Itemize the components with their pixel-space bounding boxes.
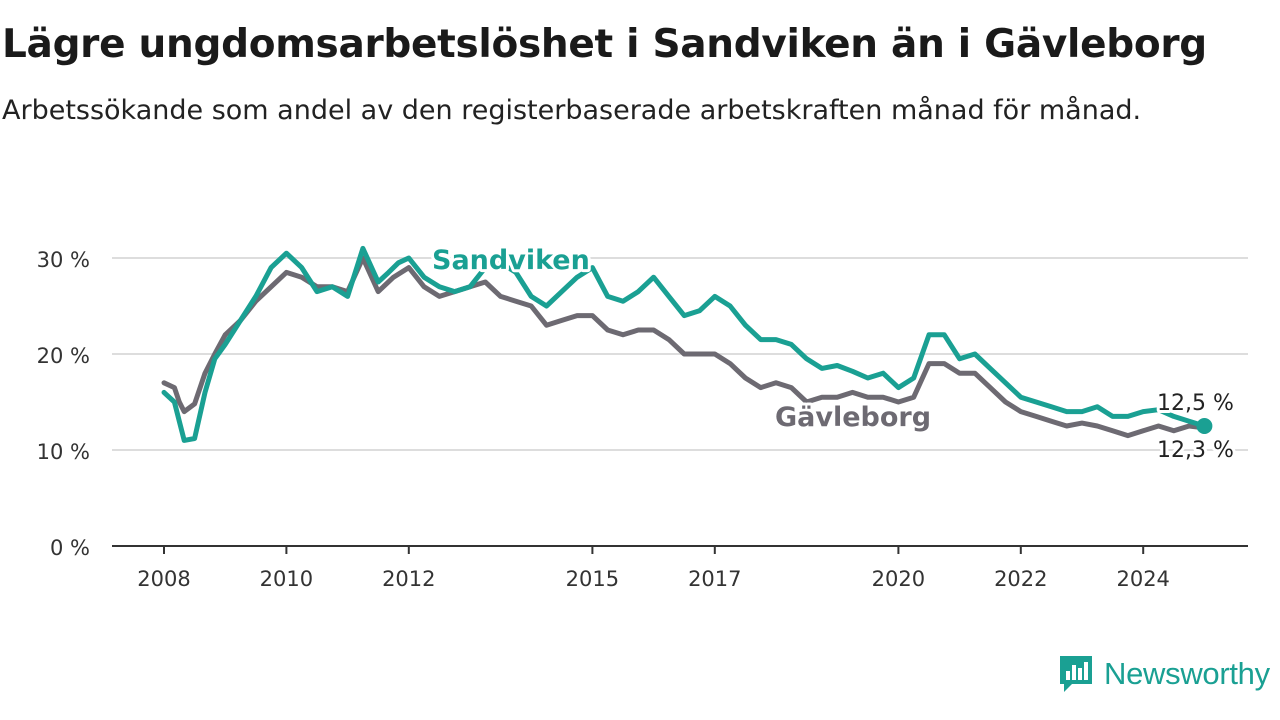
y-tick-label: 10 % <box>37 440 90 464</box>
chart-subtitle: Arbetssökande som andel av den registerb… <box>2 95 1142 126</box>
x-axis: 2008 2010 2012 2015 2017 2020 2022 2024 <box>112 545 1248 591</box>
x-tick-label: 2012 <box>382 567 435 591</box>
sandviken-line <box>161 245 1207 443</box>
sandviken-end-point <box>1196 418 1213 434</box>
x-tick-label: 2017 <box>688 567 741 591</box>
bar-chart-speech-bubble-icon <box>1060 656 1092 692</box>
newsworthy-brand: Newsworthy <box>1058 654 1270 694</box>
grid-lines <box>112 257 1248 451</box>
series-lines <box>161 245 1213 443</box>
gavleborg-end-label: 12,3 % <box>1157 438 1234 463</box>
x-tick-label: 2015 <box>566 567 619 591</box>
gavleborg-line <box>161 255 1207 439</box>
y-tick-label: 0 % <box>50 536 90 560</box>
chart-title: Lägre ungdomsarbetslöshet i Sandviken än… <box>2 22 1207 67</box>
x-tick-label: 2024 <box>1116 567 1169 591</box>
sandviken-series-label: Sandviken <box>432 245 590 276</box>
gavleborg-series-label: Gävleborg <box>775 402 931 433</box>
series-labels: Sandviken Gävleborg 12,5 % 12,3 % <box>429 242 1237 466</box>
y-tick-label: 20 % <box>37 344 90 368</box>
x-tick-label: 2008 <box>137 567 190 591</box>
x-tick-label: 2020 <box>872 567 925 591</box>
y-tick-label: 30 % <box>37 248 90 272</box>
x-tick-label: 2022 <box>994 567 1047 591</box>
brand-name: Newsworthy <box>1104 656 1270 691</box>
y-axis: 0 % 10 % 20 % 30 % <box>37 248 90 560</box>
sandviken-end-label: 12,5 % <box>1157 391 1234 416</box>
x-tick-label: 2010 <box>260 567 313 591</box>
